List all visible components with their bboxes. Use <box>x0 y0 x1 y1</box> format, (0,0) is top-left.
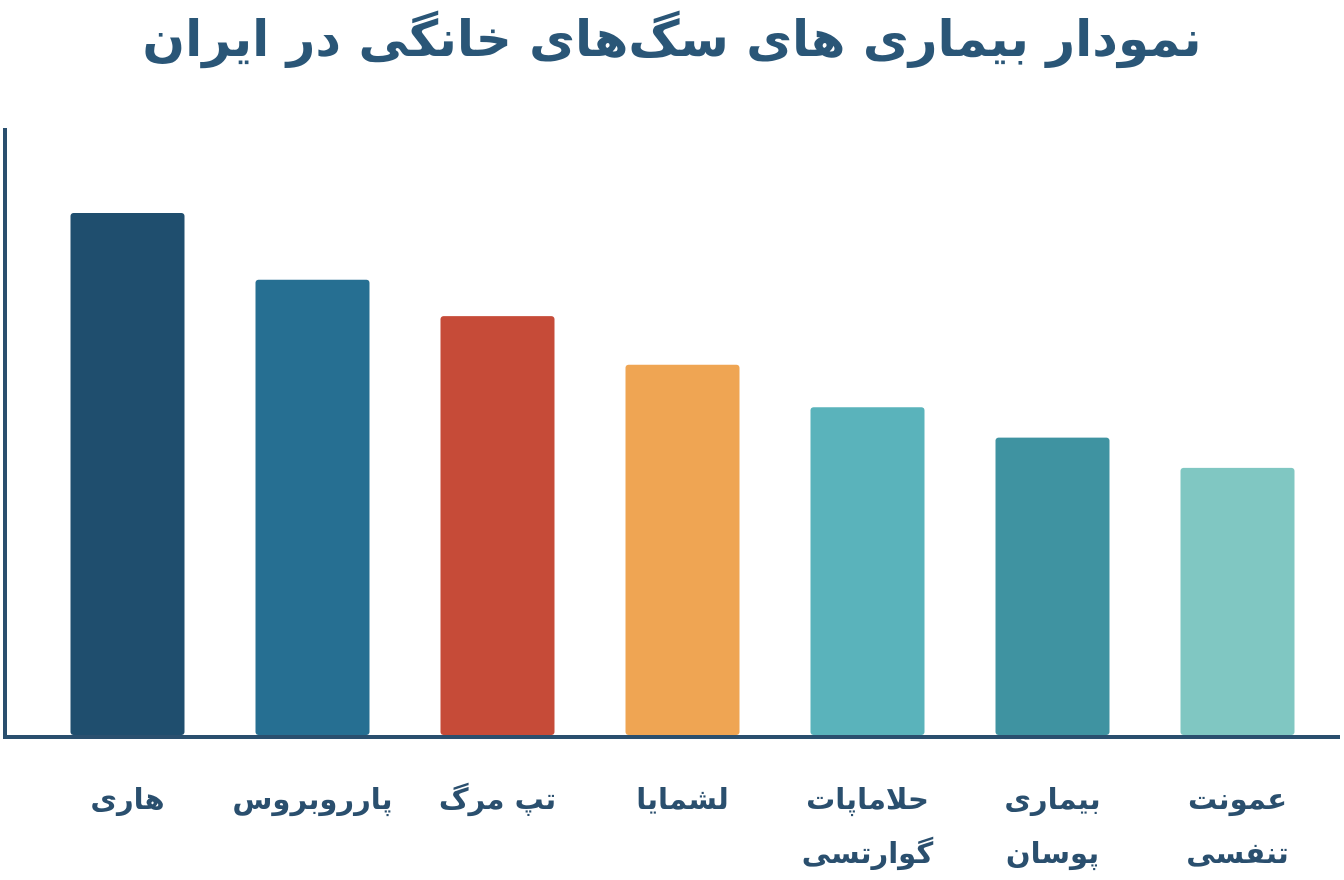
bar <box>995 437 1110 735</box>
x-tick-label: حلاماپات گوارتسی <box>801 782 934 870</box>
bar <box>1180 467 1295 735</box>
x-tick-label: پارروبروس <box>232 782 393 816</box>
chart-title: نمودار بیماری های سگ‌های خانگی در ایران <box>142 10 1202 68</box>
x-tick-label: لشمایا <box>636 782 729 816</box>
bar <box>255 279 370 735</box>
x-tick-label: هاری <box>90 782 165 816</box>
bar <box>70 212 185 736</box>
bar <box>810 407 925 735</box>
x-tick-label: بیماری پوسان <box>1004 782 1101 870</box>
bar <box>440 316 555 735</box>
x-tick-label: عمونت تنفسی <box>1186 782 1289 870</box>
bar <box>625 364 740 735</box>
x-tick-label: تپ مرگ <box>438 782 557 816</box>
